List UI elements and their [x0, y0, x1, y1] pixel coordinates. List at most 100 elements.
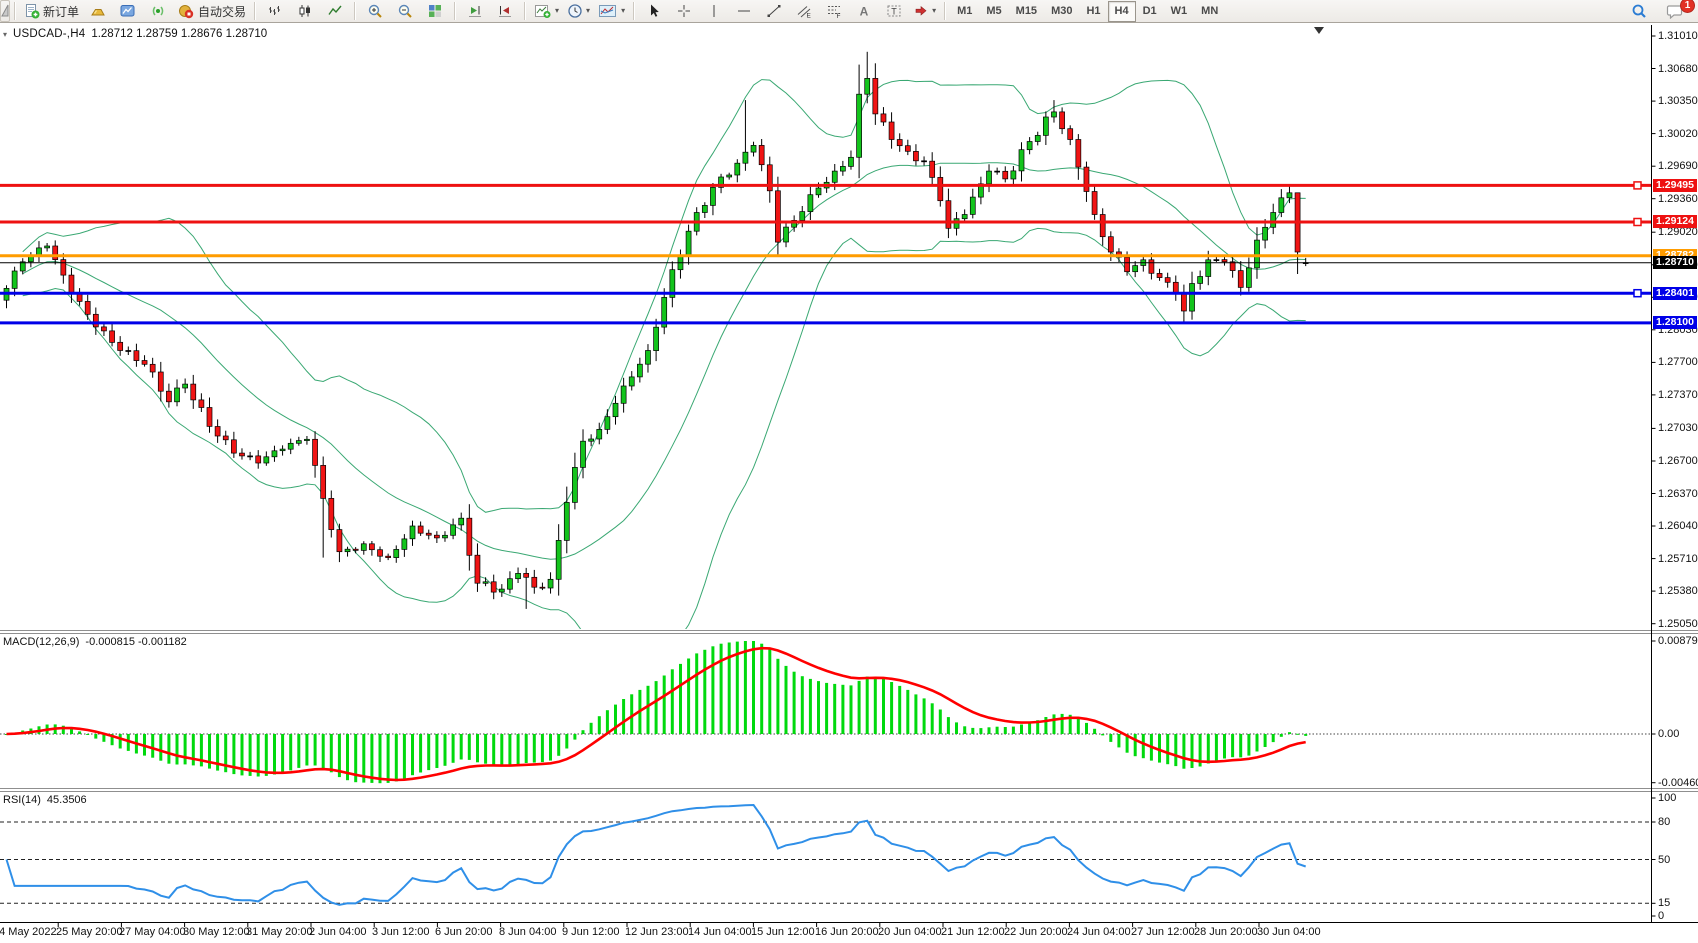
- notification-badge: 1: [1680, 0, 1695, 13]
- macd-histogram-bar: [1231, 734, 1235, 758]
- bear-candle: [1059, 111, 1065, 130]
- bear-candle: [490, 581, 497, 593]
- text-label-icon: T: [887, 5, 901, 17]
- macd-histogram-bar: [94, 734, 98, 739]
- bull-candle: [360, 543, 367, 551]
- vertical-line-button[interactable]: [699, 0, 729, 22]
- bear-candle: [255, 455, 262, 464]
- svg-text:E: E: [807, 13, 812, 20]
- bull-candle: [628, 376, 635, 387]
- level-handle[interactable]: [1633, 217, 1642, 227]
- trendline-button[interactable]: [759, 0, 789, 22]
- fibonacci-button[interactable]: F: [819, 0, 849, 22]
- clipped-edge-icon[interactable]: [0, 0, 10, 22]
- macd-histogram-bar: [1247, 734, 1251, 756]
- macd-histogram-bar: [508, 734, 512, 766]
- macd-histogram-bar: [979, 728, 983, 734]
- timeframe-button-h4[interactable]: H4: [1107, 0, 1136, 22]
- search-button[interactable]: [1624, 0, 1654, 22]
- price-chart-canvas[interactable]: [0, 23, 1698, 943]
- timeframe-button-m15[interactable]: M15: [1015, 5, 1038, 17]
- tile-windows-button[interactable]: [420, 0, 450, 22]
- macd-histogram-bar: [760, 643, 764, 734]
- signal-button[interactable]: [143, 0, 173, 22]
- macd-histogram-bar: [1060, 713, 1064, 734]
- candlestick-chart-button[interactable]: [290, 0, 320, 22]
- cursor-button[interactable]: [639, 0, 669, 22]
- rsi-line[interactable]: [5, 803, 1307, 906]
- macd-histogram-bar: [614, 704, 617, 734]
- indicators-button[interactable]: ▾: [530, 0, 563, 22]
- macd-histogram-bar: [297, 734, 301, 768]
- bollinger-middle-line[interactable]: [22, 162, 1306, 560]
- bull-candle: [1034, 135, 1041, 142]
- macd-histogram-bar: [882, 678, 885, 734]
- cursor-icon: [651, 4, 659, 17]
- auto-scroll-button[interactable]: [460, 0, 490, 22]
- chart-shift-button[interactable]: [490, 0, 520, 22]
- timeframe-button-m5[interactable]: M5: [986, 5, 1002, 17]
- macd-histogram-bar: [175, 734, 179, 765]
- auto-scroll-icon: [469, 6, 482, 17]
- auto-trading-label: 自动交易: [198, 4, 247, 19]
- rsi-panel: [0, 803, 1651, 906]
- line-chart-button[interactable]: [320, 0, 350, 22]
- bear-candle: [523, 573, 530, 578]
- level-handle[interactable]: [1633, 181, 1642, 190]
- timeframe-button-w1[interactable]: W1: [1170, 5, 1188, 17]
- new-order-label: 新订单: [43, 4, 80, 19]
- timeframe-button-m1[interactable]: M1: [957, 5, 973, 17]
- bull-candle: [572, 467, 578, 503]
- level-handle[interactable]: [1633, 288, 1642, 298]
- bear-candle: [336, 529, 343, 553]
- market-watch-button[interactable]: [113, 0, 143, 22]
- macd-histogram-bar: [1141, 734, 1145, 759]
- bull-candle: [726, 174, 733, 178]
- bar-chart-button[interactable]: [260, 0, 290, 22]
- bear-candle: [328, 498, 335, 530]
- macd-histogram-bar: [1003, 727, 1007, 734]
- chart-shift-marker-icon[interactable]: [1314, 27, 1324, 34]
- macd-histogram-bar: [427, 734, 431, 771]
- macd-signal-line[interactable]: [6, 646, 1306, 782]
- equidistant-channel-button[interactable]: E: [789, 0, 819, 22]
- zoom-in-button[interactable]: [360, 0, 390, 22]
- new-order-button[interactable]: 新订单: [20, 0, 83, 22]
- arrows-button[interactable]: ▾: [909, 0, 940, 22]
- bear-candle: [84, 301, 91, 315]
- macd-histogram-bar: [208, 734, 211, 769]
- bull-candle: [1043, 116, 1049, 136]
- macd-histogram-bar: [1085, 722, 1088, 734]
- horizontal-line-button[interactable]: [729, 0, 759, 22]
- macd-histogram-bar: [662, 675, 666, 734]
- text-label-button[interactable]: T: [879, 0, 909, 22]
- macd-histogram-bar: [492, 734, 496, 766]
- zoom-out-button[interactable]: [390, 0, 420, 22]
- crosshair-button[interactable]: [669, 0, 699, 22]
- timeframe-button-mn[interactable]: MN: [1201, 5, 1219, 17]
- gold-button[interactable]: [83, 0, 113, 22]
- bear-candle: [198, 399, 205, 408]
- timeframe-button-d1[interactable]: D1: [1142, 5, 1157, 17]
- notifications-button[interactable]: 1: [1660, 0, 1695, 22]
- macd-histogram-bar: [646, 685, 650, 734]
- bull-candle: [596, 429, 603, 440]
- bear-candle: [937, 177, 944, 202]
- templates-button[interactable]: ▾: [594, 0, 629, 22]
- macd-histogram-bar: [865, 676, 869, 734]
- text-button[interactable]: A: [849, 0, 879, 22]
- timeframe-button-m30[interactable]: M30: [1051, 5, 1073, 17]
- macd-histogram-bar: [484, 734, 488, 764]
- bollinger-lower-line[interactable]: [22, 227, 1306, 670]
- macd-histogram-bar: [451, 734, 455, 763]
- bull-candle: [247, 455, 253, 458]
- bear-candle: [1181, 292, 1187, 312]
- periods-button[interactable]: ▾: [563, 0, 594, 22]
- macd-histogram-bar: [167, 734, 171, 764]
- macd-histogram-bar: [5, 734, 8, 735]
- macd-histogram-bar: [833, 683, 837, 734]
- macd-histogram-bar: [549, 734, 552, 761]
- bollinger-upper-line[interactable]: [22, 79, 1306, 513]
- timeframe-button-h1[interactable]: H1: [1086, 5, 1101, 17]
- auto-trading-button[interactable]: 自动交易: [173, 0, 250, 22]
